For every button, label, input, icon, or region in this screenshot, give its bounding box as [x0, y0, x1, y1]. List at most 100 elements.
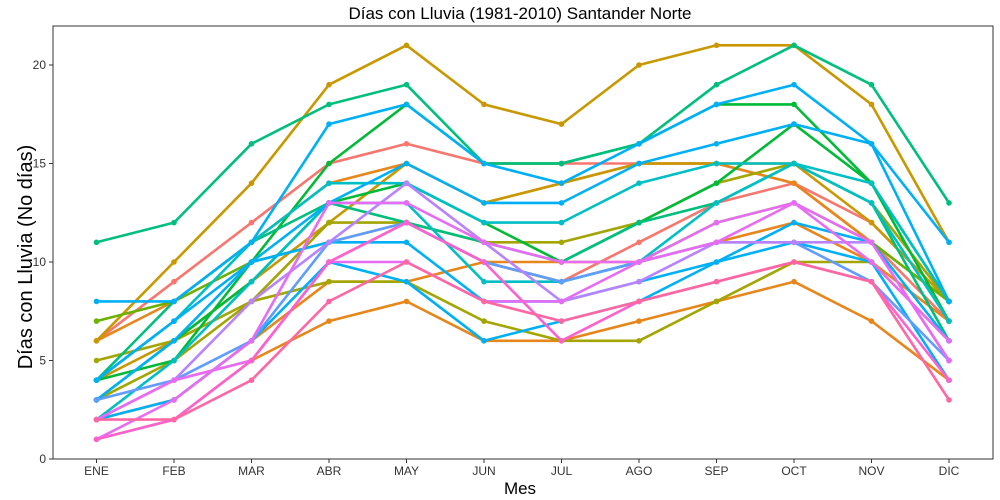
x-tick-label: AGO: [626, 464, 653, 478]
data-point: [791, 121, 797, 127]
y-tick-label: 5: [39, 354, 46, 368]
data-point: [171, 397, 177, 403]
data-point: [93, 357, 100, 364]
series-line: [95, 43, 951, 343]
data-point: [93, 436, 100, 443]
data-point: [403, 259, 410, 265]
x-tick-label: JUN: [472, 464, 495, 478]
data-point: [171, 259, 177, 265]
y-axis: 0 5 10 15 20: [33, 58, 53, 466]
data-point: [791, 42, 797, 49]
data-point: [868, 81, 875, 88]
data-point: [946, 397, 952, 403]
data-point: [481, 259, 487, 265]
data-point: [326, 160, 332, 167]
data-point: [946, 357, 952, 364]
data-point: [868, 101, 875, 108]
data-point: [558, 338, 565, 344]
data-point: [713, 101, 720, 108]
data-point: [171, 278, 177, 285]
data-point: [636, 278, 642, 285]
data-point: [326, 219, 332, 226]
x-axis-title: Mes: [504, 479, 536, 498]
data-point: [558, 278, 565, 285]
x-tick-label: SEP: [704, 464, 728, 478]
data-point: [171, 219, 177, 226]
y-tick-label: 15: [33, 157, 47, 171]
data-point: [248, 219, 255, 226]
data-point: [248, 357, 255, 364]
series-line: [95, 122, 951, 402]
data-point: [713, 278, 720, 285]
data-point: [171, 357, 177, 364]
data-point: [403, 180, 410, 186]
data-point: [93, 377, 100, 384]
data-point: [171, 338, 177, 344]
data-point: [326, 278, 332, 285]
data-point: [403, 101, 410, 108]
data-point: [481, 318, 487, 324]
data-point: [403, 160, 410, 167]
series-line: [95, 181, 951, 421]
data-point: [326, 298, 332, 305]
data-point: [248, 180, 255, 186]
data-point: [946, 239, 952, 246]
data-point: [481, 200, 487, 206]
x-tick-label: JUL: [551, 464, 573, 478]
data-point: [636, 338, 642, 344]
data-point: [791, 278, 797, 285]
data-point: [558, 298, 565, 305]
data-point: [481, 101, 487, 108]
data-point: [171, 377, 177, 384]
data-point: [171, 318, 177, 324]
data-point: [93, 338, 100, 344]
data-point: [713, 259, 720, 265]
data-point: [791, 160, 797, 167]
data-point: [713, 239, 720, 246]
data-point: [791, 101, 797, 108]
series-16: [93, 81, 952, 305]
plot-panel-border: [52, 25, 994, 460]
data-point: [93, 298, 100, 305]
data-point: [868, 259, 875, 265]
data-point: [481, 278, 487, 285]
data-point: [713, 200, 720, 206]
data-point: [558, 200, 565, 206]
data-point: [713, 141, 720, 147]
data-point: [171, 416, 177, 423]
data-point: [558, 318, 565, 324]
data-point: [636, 62, 642, 68]
data-point: [248, 338, 255, 344]
data-point: [868, 180, 875, 186]
data-point: [713, 42, 720, 49]
x-tick-label: DIC: [939, 464, 960, 478]
data-point: [481, 160, 487, 167]
data-point: [326, 180, 332, 186]
data-point: [248, 239, 255, 246]
data-point: [791, 180, 797, 186]
x-tick-label: ABR: [317, 464, 342, 478]
data-point: [481, 298, 487, 305]
data-point: [868, 278, 875, 285]
data-point: [558, 160, 565, 167]
data-point: [636, 180, 642, 186]
data-point: [248, 298, 255, 305]
data-point: [946, 318, 952, 324]
x-tick-label: MAR: [238, 464, 265, 478]
data-point: [558, 121, 565, 127]
data-point: [868, 318, 875, 324]
series-13: [93, 42, 952, 246]
series-line: [95, 83, 951, 303]
data-point: [171, 298, 177, 305]
x-tick-label: OCT: [781, 464, 807, 478]
data-point: [713, 81, 720, 88]
series-line: [95, 162, 951, 382]
data-point: [326, 200, 332, 206]
series-line: [95, 201, 951, 441]
data-point: [93, 239, 100, 246]
data-point: [868, 219, 875, 226]
data-point: [403, 200, 410, 206]
data-point: [248, 259, 255, 265]
data-point: [403, 42, 410, 49]
data-point: [558, 219, 565, 226]
